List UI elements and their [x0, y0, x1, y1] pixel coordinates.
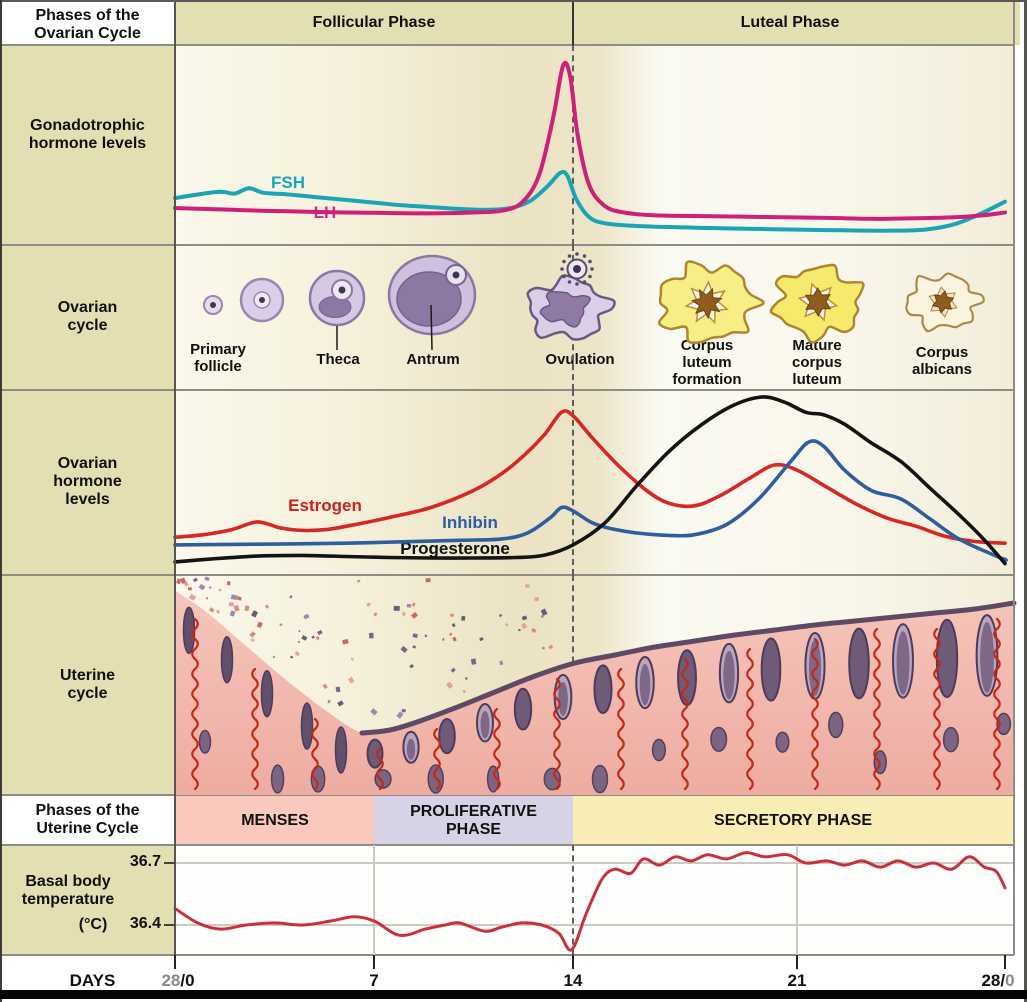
temp-tick-high-label: 36.7: [129, 853, 161, 870]
day-label-21: 21: [787, 971, 807, 990]
sidebar-gonadotrophic-bg: [0, 45, 175, 245]
sidebar-gonadotrophic-label: Gonadotrophic hormone levels: [28, 117, 147, 152]
frame-top: [0, 0, 1027, 2]
frame-bottom-bar: [0, 990, 1027, 999]
temperature-sidebar-label: Basal body temperature: [21, 873, 115, 908]
row-sep-7: [0, 954, 1014, 956]
temp-tick-low-label: 36.4: [129, 915, 161, 932]
ovarian-hormones-chart: [173, 395, 1008, 566]
tick-36-7: [164, 862, 175, 864]
menses-band: [175, 795, 375, 845]
follicle-growing: [239, 277, 285, 323]
ovarian-cycle-illustration: [203, 252, 985, 351]
curve-estrogen: [173, 409, 1007, 545]
curve-fsh: [173, 169, 1007, 233]
spiral-arteries: [191, 617, 1001, 791]
tick-day21: [796, 955, 798, 969]
sidebar-ovarian-cycle-label: Ovarian cycle: [57, 299, 118, 334]
day-label-end: 28/0: [966, 971, 1027, 991]
menses-label: MENSES: [241, 812, 309, 829]
grid-day7-temp: [373, 845, 375, 955]
ovulation-day-line-temperature: [572, 845, 574, 955]
grid-36-7: [175, 862, 1014, 864]
inhibin-label: Inhibin: [442, 513, 498, 532]
antrum-label: Antrum: [406, 351, 460, 368]
day-label-start: 28/0: [146, 971, 210, 991]
tick-day0: [174, 955, 176, 969]
curve-progesterone: [173, 395, 1007, 566]
day-end-gray: 0: [1005, 971, 1015, 990]
day-label-7: 7: [369, 971, 379, 990]
endometrial-glands: [182, 606, 1012, 794]
corpus-albicans-label: Corpus albicans: [911, 344, 973, 378]
follicle-primary: [203, 295, 223, 315]
day-label-14: 14: [563, 971, 583, 990]
secretory-label: SECRETORY PHASE: [714, 812, 872, 829]
corpus-luteum-formation-label: Corpus luteum formation: [672, 337, 742, 388]
days-axis-title: DAYS: [69, 971, 116, 990]
curve-lh: [173, 60, 1007, 221]
header-ovarian-cell-bg: [0, 0, 175, 45]
sidebar-temperature-bg: [0, 845, 175, 955]
secretory-band: [573, 795, 1014, 845]
follicle-theca: [308, 269, 366, 350]
day-start-gray: 28: [161, 971, 181, 990]
grid-day21-temp: [796, 845, 798, 955]
ovulation-day-line-gonadotrophic: [572, 45, 574, 245]
sidebar-uterine-cycle-label: Uterine cycle: [59, 667, 116, 702]
row-sep-2: [0, 244, 1014, 246]
curve-inhibin: [173, 439, 1008, 562]
progesterone-label: Progesterone: [400, 539, 510, 558]
ovulation-label: Ovulation: [545, 351, 615, 368]
row-sep-6: [0, 844, 1014, 846]
mature-corpus-luteum-label: Mature corpus luteum: [791, 337, 842, 388]
day-end-black: 28/: [981, 971, 1006, 990]
temperature-unit-label: (°C): [78, 916, 108, 933]
ovulation-graphic: [526, 252, 616, 341]
sidebar-ovarian-cycle-bg: [0, 245, 175, 390]
temperature-chart: [173, 851, 1007, 952]
right-border-line: [1013, 0, 1015, 955]
primary-follicle-label: Primary follicle: [190, 341, 246, 375]
sidebar-uterine-phases-bg: [0, 795, 175, 845]
tick-36-4: [164, 924, 175, 926]
corpus-luteum-formation-graphic: [657, 260, 765, 345]
mature-corpus-luteum-graphic: [769, 263, 865, 344]
tick-day28: [1004, 955, 1006, 969]
corpus-albicans-graphic: [905, 272, 985, 333]
tick-day7: [373, 955, 375, 969]
estrogen-label: Estrogen: [288, 496, 362, 515]
ovulation-day-line-hormones: [572, 390, 574, 575]
grid-36-4: [175, 924, 1014, 926]
header-ovarian-cell-label: Phases of the Ovarian Cycle: [34, 7, 141, 42]
follicular-phase-label: Follicular Phase: [312, 14, 436, 31]
row-sep-4: [0, 574, 1014, 576]
frame-left: [0, 0, 2, 1002]
sidebar-uterine-cycle-bg: [0, 575, 175, 795]
day-start-black: /0: [180, 971, 195, 990]
follicle-antrum: [387, 254, 477, 351]
header-phase-divider: [572, 0, 574, 45]
row-sep-1: [0, 44, 1014, 46]
header-phase-band-bg: [175, 0, 1020, 45]
sidebar-uterine-phases-label: Phases of the Uterine Cycle: [35, 802, 140, 837]
theca-label: Theca: [316, 351, 360, 368]
row-sep-3: [0, 389, 1014, 391]
fsh-label: FSH: [271, 173, 305, 192]
gonadotrophic-chart: [173, 60, 1007, 233]
luteal-phase-label: Luteal Phase: [740, 14, 840, 31]
curve-basal-body-temperature: [173, 851, 1007, 952]
sidebar-ovarian-hormones-label: Ovarian hormone levels: [53, 455, 122, 508]
uterine-cycle-illustration: [175, 576, 1017, 795]
proliferative-band: [374, 795, 574, 845]
y-axis-line: [174, 0, 176, 955]
frame-right: [1024, 0, 1027, 1002]
menses-debris: [176, 576, 554, 719]
proliferative-label: PROLIFERATIVE PHASE: [410, 803, 537, 838]
sidebar-ovarian-hormones-bg: [0, 390, 175, 575]
tick-day14: [572, 955, 574, 969]
row-sep-5: [0, 794, 1014, 796]
